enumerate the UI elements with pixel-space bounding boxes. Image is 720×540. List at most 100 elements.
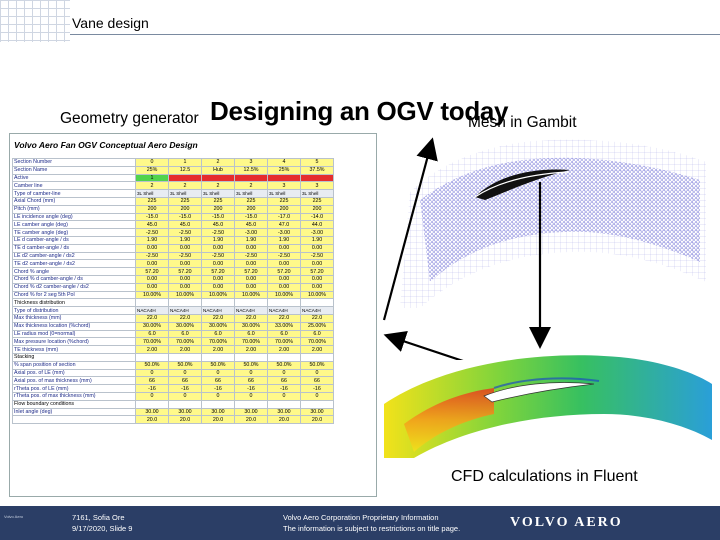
sheet-cell[interactable]: -2.50 — [168, 251, 202, 261]
sheet-cell[interactable]: 6.0 — [168, 329, 202, 339]
sheet-cell[interactable]: 66 — [168, 376, 202, 386]
sheet-cell[interactable] — [300, 352, 334, 362]
sheet-cell[interactable]: 0.00 — [168, 274, 202, 284]
sheet-cell[interactable] — [201, 352, 235, 362]
sheet-cell[interactable]: 0.00 — [201, 274, 235, 284]
sheet-cell[interactable]: -2.50 — [300, 251, 334, 261]
sheet-cell[interactable]: 0 — [201, 391, 235, 401]
sheet-cell[interactable]: 50.0% — [168, 360, 202, 370]
sheet-cell[interactable]: 0 — [267, 391, 301, 401]
sheet-cell[interactable]: 50.0% — [300, 360, 334, 370]
sheet-cell[interactable]: 70.00% — [201, 337, 235, 347]
sheet-cell[interactable]: 0 — [234, 391, 268, 401]
sheet-cell[interactable]: 45.0 — [168, 220, 202, 230]
sheet-cell[interactable] — [300, 298, 334, 308]
sheet-cell[interactable]: 44.0 — [300, 220, 334, 230]
sheet-cell[interactable]: 3L Shell — [300, 189, 334, 198]
sheet-cell[interactable]: 66 — [234, 376, 268, 386]
sheet-cell[interactable]: 0.00 — [135, 282, 169, 292]
sheet-cell[interactable]: 45.0 — [201, 220, 235, 230]
sheet-cell[interactable]: 10.00% — [234, 290, 268, 300]
sheet-cell[interactable]: 20.0 — [267, 415, 301, 425]
sheet-cell[interactable]: 225 — [135, 196, 169, 206]
sheet-cell[interactable]: -2.50 — [201, 228, 235, 237]
sheet-cell[interactable]: 20.0 — [234, 415, 268, 425]
sheet-cell[interactable] — [201, 173, 235, 183]
sheet-cell[interactable]: 2.00 — [234, 345, 268, 354]
sheet-cell[interactable]: 0 — [234, 368, 268, 378]
sheet-cell[interactable]: 200 — [168, 204, 202, 214]
sheet-cell[interactable] — [234, 399, 268, 409]
sheet-cell[interactable]: 30.00% — [234, 321, 268, 331]
sheet-cell[interactable]: 20.0 — [168, 415, 202, 425]
sheet-cell[interactable]: 0.00 — [267, 243, 301, 253]
sheet-cell[interactable]: 0 — [201, 368, 235, 378]
sheet-cell[interactable]: 0 — [135, 391, 169, 401]
sheet-cell[interactable]: -15.0 — [234, 212, 268, 222]
sheet-cell[interactable]: 0.00 — [168, 243, 202, 253]
sheet-cell[interactable]: 1.90 — [267, 235, 301, 245]
sheet-cell[interactable]: 20.0 — [201, 415, 235, 425]
sheet-cell[interactable]: 225 — [267, 196, 301, 206]
sheet-cell[interactable]: 50.0% — [234, 360, 268, 370]
sheet-cell[interactable]: 0 — [300, 368, 334, 378]
sheet-cell[interactable]: 0.00 — [300, 282, 334, 292]
sheet-cell[interactable]: 3L Shell — [168, 189, 202, 198]
sheet-cell[interactable]: 3 — [267, 181, 301, 191]
sheet-cell[interactable]: -14.0 — [300, 212, 334, 222]
sheet-cell[interactable]: 70.00% — [267, 337, 301, 347]
sheet-cell[interactable]: 57.20 — [201, 267, 235, 276]
sheet-cell[interactable]: 1.90 — [201, 235, 235, 245]
sheet-cell[interactable]: -15.0 — [201, 212, 235, 222]
sheet-cell[interactable]: -2.50 — [234, 251, 268, 261]
sheet-cell[interactable]: 30.00 — [135, 407, 169, 417]
sheet-cell[interactable]: 45.0 — [135, 220, 169, 230]
sheet-cell[interactable]: NACA4H — [300, 306, 334, 315]
sheet-cell[interactable]: -3.00 — [267, 228, 301, 237]
sheet-cell[interactable]: 1.90 — [168, 235, 202, 245]
sheet-cell[interactable]: 0 — [135, 158, 169, 167]
sheet-cell[interactable]: 4 — [267, 158, 301, 167]
sheet-cell[interactable] — [234, 352, 268, 362]
sheet-cell[interactable]: 200 — [267, 204, 301, 214]
sheet-cell[interactable]: 37.5% — [300, 165, 334, 175]
sheet-cell[interactable] — [267, 352, 301, 362]
sheet-cell[interactable]: 1 — [135, 173, 169, 183]
sheet-cell[interactable]: 2.00 — [168, 345, 202, 354]
sheet-cell[interactable]: 0.00 — [135, 259, 169, 269]
sheet-cell[interactable]: 57.20 — [135, 267, 169, 276]
sheet-cell[interactable]: -16 — [267, 384, 301, 393]
sheet-cell[interactable]: 0.00 — [201, 259, 235, 269]
sheet-cell[interactable]: -2.50 — [267, 251, 301, 261]
sheet-cell[interactable]: 30.00 — [234, 407, 268, 417]
sheet-cell[interactable]: 22.0 — [234, 313, 268, 323]
sheet-cell[interactable]: -2.50 — [135, 251, 169, 261]
sheet-cell[interactable]: 10.00% — [201, 290, 235, 300]
sheet-cell[interactable]: 66 — [267, 376, 301, 386]
sheet-cell[interactable]: -2.50 — [201, 251, 235, 261]
sheet-cell[interactable]: 200 — [201, 204, 235, 214]
sheet-cell[interactable]: 0.00 — [135, 243, 169, 253]
sheet-cell[interactable]: NACA4H — [135, 306, 169, 315]
sheet-cell[interactable]: 0 — [168, 368, 202, 378]
sheet-cell[interactable]: 2.00 — [300, 345, 334, 354]
sheet-cell[interactable]: 2 — [168, 181, 202, 191]
sheet-cell[interactable]: 0.00 — [201, 282, 235, 292]
sheet-cell[interactable]: 0 — [135, 368, 169, 378]
sheet-cell[interactable]: 0.00 — [267, 259, 301, 269]
sheet-cell[interactable]: -16 — [234, 384, 268, 393]
sheet-cell[interactable]: 200 — [300, 204, 334, 214]
sheet-cell[interactable]: 2.00 — [201, 345, 235, 354]
sheet-cell[interactable]: 0.00 — [234, 274, 268, 284]
sheet-cell[interactable] — [300, 399, 334, 409]
sheet-cell[interactable]: 6.0 — [135, 329, 169, 339]
sheet-cell[interactable]: -2.50 — [135, 228, 169, 237]
sheet-cell[interactable]: 225 — [168, 196, 202, 206]
sheet-cell[interactable]: 30.00 — [201, 407, 235, 417]
sheet-cell[interactable] — [267, 399, 301, 409]
sheet-cell[interactable]: 0.00 — [168, 259, 202, 269]
sheet-cell[interactable]: 6.0 — [267, 329, 301, 339]
sheet-cell[interactable]: 47.0 — [267, 220, 301, 230]
sheet-cell[interactable]: NACA4H — [201, 306, 235, 315]
sheet-cell[interactable] — [300, 173, 334, 183]
